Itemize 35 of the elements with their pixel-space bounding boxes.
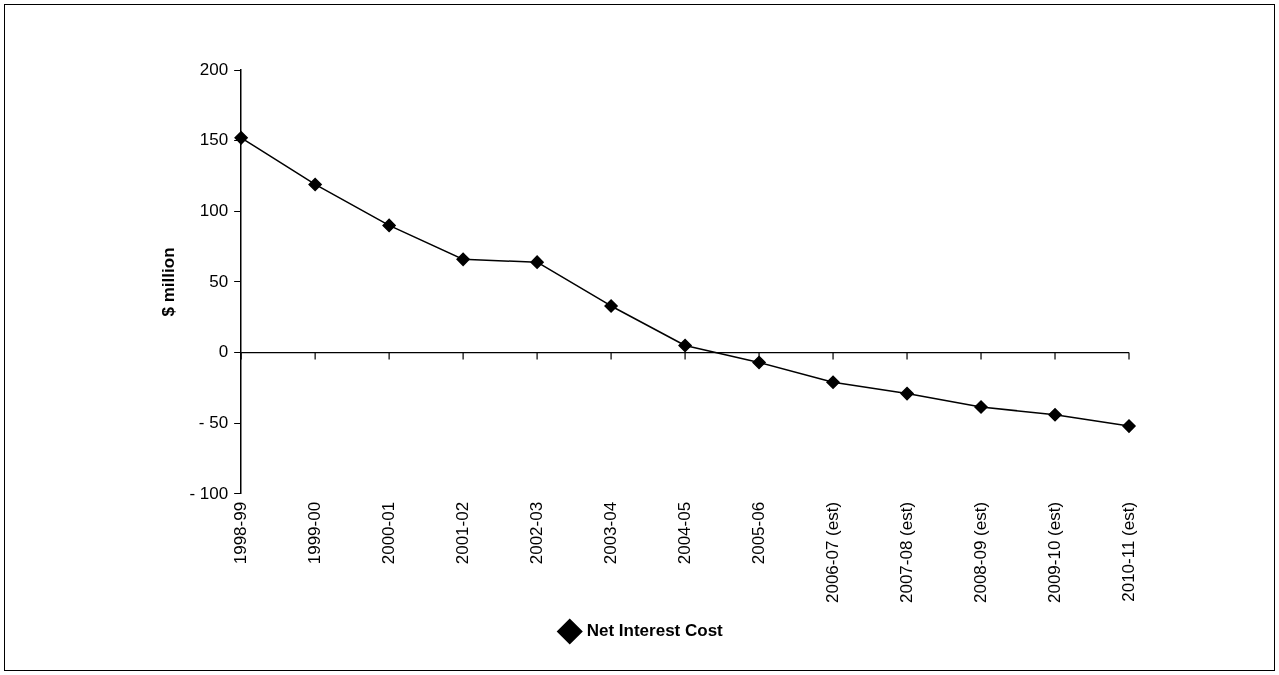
y-tick-label: 150	[199, 130, 229, 150]
point	[974, 400, 988, 414]
x-tick-label: 2003-04	[600, 501, 620, 565]
y-tick-label: 50	[209, 271, 229, 291]
x-tick-label: 2009-10 (est)	[1044, 501, 1064, 604]
y-tick-label: 200	[199, 59, 229, 79]
x-tick-label: 2005-06	[748, 501, 768, 565]
point	[678, 338, 692, 353]
x-tick-label: 1998-99	[230, 501, 250, 565]
x-tick-label: 2008-09 (est)	[970, 501, 990, 604]
point	[826, 375, 840, 390]
x-tick-label: 1999-00	[304, 501, 324, 565]
point	[752, 355, 766, 370]
x-tick-label: 2007-08 (est)	[896, 501, 916, 604]
x-tick-label: 2004-05	[674, 501, 694, 565]
point	[604, 299, 618, 313]
point	[1122, 419, 1136, 433]
x-tick-label: 2000-01	[378, 501, 398, 565]
x-tick-label: 2001-02	[452, 501, 472, 565]
y-tick-label: 100	[199, 200, 229, 220]
y-tick-label: - 50	[198, 412, 229, 432]
x-tick-label: 2002-03	[526, 501, 546, 565]
x-tick-label: 2010-11 (est)	[1118, 501, 1138, 602]
point	[530, 255, 544, 269]
legend-label: Net Interest Cost	[586, 621, 724, 641]
point	[382, 218, 396, 233]
point	[900, 386, 914, 401]
y-tick-label: 0	[218, 342, 229, 362]
point	[1048, 408, 1062, 422]
x-tick-label: 2006-07 (est)	[822, 501, 842, 604]
point	[308, 177, 322, 192]
y-axis-title: $ million	[158, 247, 178, 317]
point	[456, 252, 470, 267]
y-tick-label: - 100	[189, 483, 229, 503]
point	[234, 131, 248, 145]
